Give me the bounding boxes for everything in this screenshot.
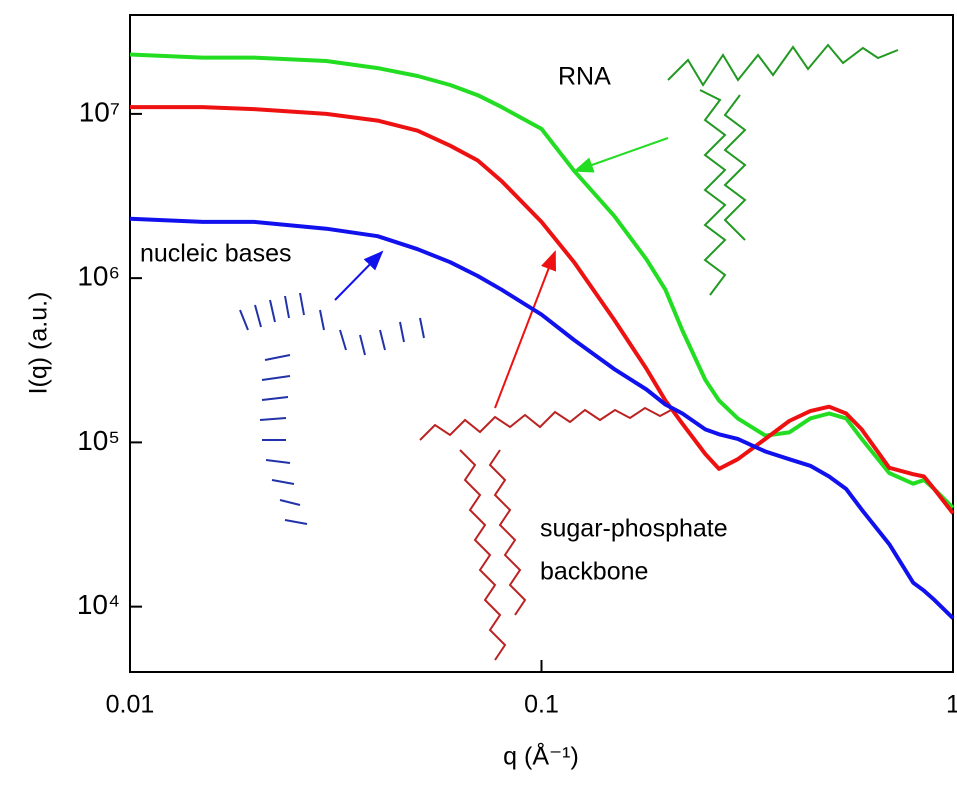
bases-arrow	[334, 250, 384, 301]
y-tick-label: 10⁶	[77, 261, 120, 292]
annotation: RNA	[558, 63, 611, 91]
annotation: sugar-phosphate	[540, 515, 728, 543]
annotation: backbone	[540, 558, 648, 586]
y-tick-label: 10⁴	[77, 589, 120, 620]
backbone-structure	[419, 406, 676, 661]
rna-structure	[667, 43, 899, 296]
molecule-illustrations	[239, 43, 899, 661]
bases-structure	[239, 292, 425, 525]
x-axis-label: q (Å⁻¹)	[503, 741, 579, 771]
data-line	[129, 52, 955, 510]
y-tick-label: 10⁷	[79, 96, 120, 127]
rna-arrow	[573, 137, 669, 173]
backbone-arrow	[494, 250, 557, 409]
x-tick-label: 1	[946, 691, 957, 719]
annotation: nucleic bases	[140, 240, 291, 268]
data-line	[129, 216, 955, 620]
x-tick-label: 0.01	[106, 691, 155, 719]
y-tick-label: 10⁵	[77, 425, 120, 456]
y-axis-label: I(q) (a.u.)	[25, 292, 53, 395]
data-line	[130, 105, 955, 515]
x-tick-label: 0.1	[524, 691, 559, 719]
